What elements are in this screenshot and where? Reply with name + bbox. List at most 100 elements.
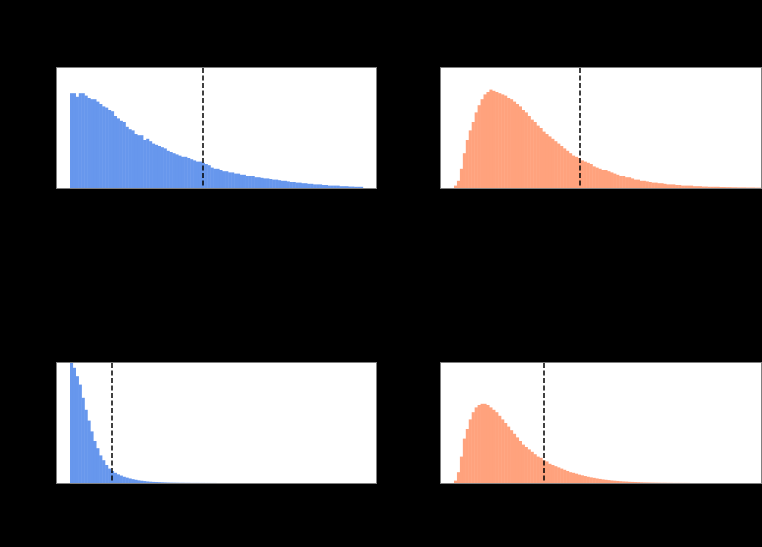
histogram-bar (722, 187, 726, 188)
histogram-bar (604, 479, 608, 483)
histogram-bar (625, 177, 629, 188)
histogram-bar (307, 183, 311, 188)
histogram-bar (663, 183, 667, 188)
histogram-bar (548, 463, 552, 483)
histogram-bar (310, 183, 314, 188)
histogram-bar (692, 186, 697, 188)
histogram-bar (456, 180, 461, 188)
histogram-bar (163, 482, 167, 483)
histogram-bar (149, 481, 153, 483)
histogram-bar (657, 183, 661, 188)
histogram-bar (81, 93, 85, 188)
histogram-bar (554, 466, 558, 483)
histogram-bar (672, 184, 676, 188)
histogram-bar (583, 476, 587, 483)
histogram-bar (554, 141, 558, 188)
histogram-bar (154, 144, 159, 188)
histogram-bar (566, 471, 570, 483)
histogram-bar (598, 168, 602, 188)
histogram-bar (510, 99, 514, 188)
histogram-bar (465, 140, 469, 188)
histogram-bar (207, 165, 211, 188)
histogram-bar (333, 185, 337, 188)
histogram-bar (87, 98, 91, 188)
histogram-bar (152, 481, 156, 483)
histogram-bar (563, 148, 567, 188)
histogram-bar (669, 184, 673, 188)
histogram-bar (619, 481, 623, 483)
histogram-bar (619, 176, 623, 188)
histogram-bar (681, 185, 685, 188)
histogram-bar (533, 454, 537, 483)
histogram-bar (560, 146, 564, 188)
histogram-bar (81, 397, 85, 483)
histogram-bar (263, 178, 267, 188)
histogram-bar (701, 186, 705, 188)
histogram-bar (272, 179, 276, 188)
histogram-bar (642, 482, 646, 483)
histogram-bar (102, 106, 106, 188)
histogram-bar (471, 412, 475, 483)
histogram-bar (90, 431, 94, 483)
histogram-bar (737, 187, 741, 188)
histogram-bar (140, 135, 144, 188)
histogram-bar (613, 173, 617, 188)
histogram-bar (639, 180, 643, 188)
histogram-bar (595, 478, 599, 483)
histogram-bar (510, 430, 514, 483)
histogram-bar (225, 171, 229, 188)
histogram-bar (666, 184, 670, 188)
histogram-bar (257, 177, 261, 188)
histogram-bar (283, 180, 287, 188)
histogram-bar (116, 474, 120, 483)
histogram-bar (504, 423, 508, 483)
histogram-bar (515, 104, 520, 188)
histogram-bar (577, 474, 581, 483)
histogram-bar (175, 154, 179, 188)
histogram-bar (157, 482, 161, 483)
histogram-bar (492, 90, 496, 188)
histogram-bar (533, 122, 537, 188)
histogram-bar (99, 455, 103, 483)
histogram-bar (698, 186, 702, 188)
histogram-bar (321, 185, 326, 188)
histogram-bar (251, 176, 255, 188)
histogram-bar (316, 184, 320, 188)
histogram-bar (275, 179, 279, 188)
histogram-bar (542, 131, 546, 188)
plot-area (440, 67, 762, 189)
histogram-bar (289, 182, 293, 188)
histogram-bar (622, 176, 626, 188)
histogram-bar (319, 184, 323, 188)
histogram-bar (527, 116, 531, 188)
histogram-bar (143, 140, 147, 188)
histogram-bar (163, 148, 167, 188)
histogram-bar (474, 112, 478, 188)
histogram-bar (684, 185, 688, 188)
histogram-bar (560, 468, 564, 483)
histogram-bar (513, 101, 517, 188)
histogram-bar (245, 176, 249, 188)
histogram-bar (524, 112, 528, 188)
histogram-bar (254, 177, 258, 188)
histogram-bar (187, 158, 191, 188)
histogram-bar (498, 93, 502, 188)
histogram-bar (695, 186, 699, 188)
histogram-bar (610, 172, 614, 188)
histogram-bar (143, 481, 147, 483)
histogram-bar (628, 481, 632, 483)
histogram-bar (93, 99, 97, 188)
histogram-bar (166, 150, 170, 188)
histogram-bar (631, 481, 635, 483)
histogram-bar (489, 407, 493, 483)
histogram-bar (613, 480, 617, 483)
histogram-bar (216, 168, 220, 188)
histogram-bar (137, 135, 141, 188)
histogram-bar (648, 182, 652, 188)
histogram-bar (84, 409, 88, 483)
histogram-bar (213, 168, 217, 188)
histogram-bar (636, 482, 640, 483)
histogram-bar (551, 138, 555, 188)
histogram-bar (468, 130, 472, 188)
histogram-bar (93, 441, 97, 483)
